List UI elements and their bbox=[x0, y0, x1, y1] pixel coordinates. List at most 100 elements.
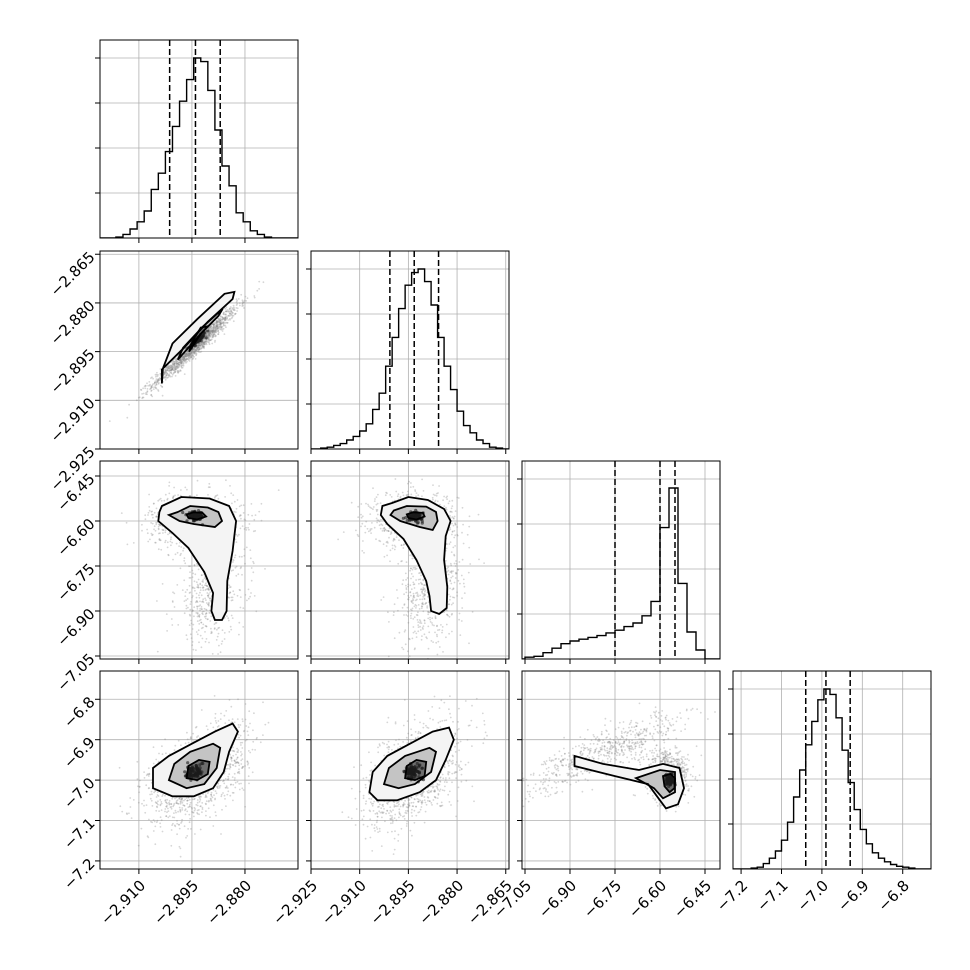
sample-point bbox=[199, 589, 202, 591]
sample-point bbox=[369, 513, 372, 515]
sample-point bbox=[419, 622, 421, 624]
sample-point bbox=[188, 355, 191, 358]
sample-point bbox=[412, 485, 415, 488]
sample-point bbox=[193, 355, 196, 358]
sample-point bbox=[215, 325, 218, 327]
sample-point bbox=[451, 522, 453, 525]
sample-point bbox=[180, 546, 183, 548]
sample-point bbox=[198, 615, 201, 618]
panel-content bbox=[108, 280, 265, 422]
sample-point bbox=[457, 569, 460, 571]
sample-point bbox=[235, 301, 238, 303]
sample-point bbox=[184, 352, 187, 355]
sample-point bbox=[238, 588, 241, 591]
sample-point bbox=[208, 329, 211, 331]
sample-point bbox=[250, 567, 253, 569]
sample-point bbox=[193, 564, 196, 567]
sample-point bbox=[418, 608, 421, 610]
sample-point bbox=[375, 517, 378, 520]
sample-point bbox=[246, 297, 249, 300]
sample-point bbox=[173, 360, 176, 363]
sample-point bbox=[211, 342, 214, 345]
sample-point bbox=[146, 390, 149, 393]
sample-point bbox=[178, 827, 181, 830]
sample-point bbox=[213, 330, 216, 332]
sample-point bbox=[201, 806, 204, 809]
sample-point bbox=[171, 360, 174, 362]
sample-point bbox=[459, 582, 461, 585]
sample-point bbox=[160, 499, 163, 502]
sample-point bbox=[174, 371, 177, 373]
sample-point bbox=[467, 571, 470, 574]
sample-point bbox=[238, 505, 241, 508]
sample-point bbox=[461, 558, 464, 561]
sample-point bbox=[188, 357, 191, 359]
sample-point bbox=[179, 361, 182, 364]
sample-point bbox=[169, 364, 172, 367]
sample-point bbox=[210, 330, 213, 333]
sample-point bbox=[141, 523, 143, 526]
sample-point bbox=[223, 324, 225, 327]
sample-point bbox=[459, 634, 462, 636]
sample-point bbox=[208, 641, 210, 644]
sample-point bbox=[162, 529, 165, 531]
sample-point bbox=[212, 788, 215, 791]
sample-point bbox=[196, 664, 198, 666]
sample-point bbox=[187, 358, 190, 360]
sample-point bbox=[208, 340, 211, 342]
sample-point bbox=[208, 332, 211, 334]
sample-point bbox=[379, 527, 382, 530]
sample-point bbox=[196, 347, 199, 349]
sample-point bbox=[407, 493, 410, 496]
sample-point bbox=[175, 361, 178, 364]
sample-point bbox=[186, 598, 189, 600]
sample-point bbox=[170, 368, 173, 371]
sample-point bbox=[229, 317, 231, 320]
sample-point bbox=[379, 540, 382, 543]
sample-point bbox=[147, 836, 150, 839]
sample-point bbox=[449, 598, 451, 601]
sample-point bbox=[401, 583, 404, 586]
sample-point bbox=[202, 345, 204, 347]
sample-point bbox=[188, 577, 191, 579]
sample-point bbox=[183, 359, 185, 362]
sample-point bbox=[462, 523, 464, 526]
sample-point bbox=[207, 341, 209, 343]
sample-point bbox=[217, 653, 220, 655]
sample-point bbox=[169, 371, 172, 374]
sample-point bbox=[239, 514, 242, 517]
sample-point bbox=[182, 547, 185, 550]
sample-point bbox=[207, 333, 210, 336]
sample-point bbox=[230, 313, 233, 316]
sample-point bbox=[190, 637, 193, 639]
sample-point bbox=[146, 391, 149, 393]
sample-point bbox=[157, 378, 160, 380]
sample-point bbox=[164, 368, 167, 371]
sample-point bbox=[360, 525, 362, 528]
sample-point bbox=[156, 380, 159, 383]
sample-point bbox=[182, 357, 184, 359]
sample-point bbox=[193, 351, 196, 354]
sample-point bbox=[173, 365, 176, 367]
sample-point bbox=[141, 393, 144, 395]
sample-point bbox=[389, 494, 392, 496]
sample-point bbox=[212, 323, 215, 326]
sample-point bbox=[221, 316, 224, 319]
sample-point bbox=[444, 559, 447, 562]
sample-point bbox=[453, 553, 455, 556]
sample-point bbox=[243, 528, 246, 530]
sample-point bbox=[423, 619, 426, 621]
sample-point bbox=[201, 343, 204, 346]
sample-point bbox=[192, 811, 194, 814]
sample-point bbox=[213, 324, 215, 326]
sample-point bbox=[224, 786, 227, 789]
sample-point bbox=[238, 533, 240, 536]
sample-point bbox=[417, 494, 420, 497]
sample-point bbox=[191, 358, 194, 361]
sample-point bbox=[149, 383, 151, 386]
sample-point bbox=[182, 355, 185, 357]
sample-point bbox=[222, 321, 225, 324]
sample-point bbox=[174, 359, 177, 362]
sample-point bbox=[460, 620, 463, 622]
sample-point bbox=[186, 360, 188, 363]
